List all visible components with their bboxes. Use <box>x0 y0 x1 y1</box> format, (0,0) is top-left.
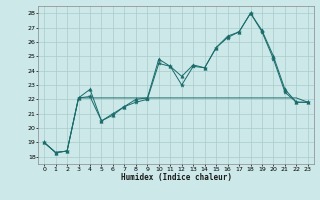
X-axis label: Humidex (Indice chaleur): Humidex (Indice chaleur) <box>121 173 231 182</box>
